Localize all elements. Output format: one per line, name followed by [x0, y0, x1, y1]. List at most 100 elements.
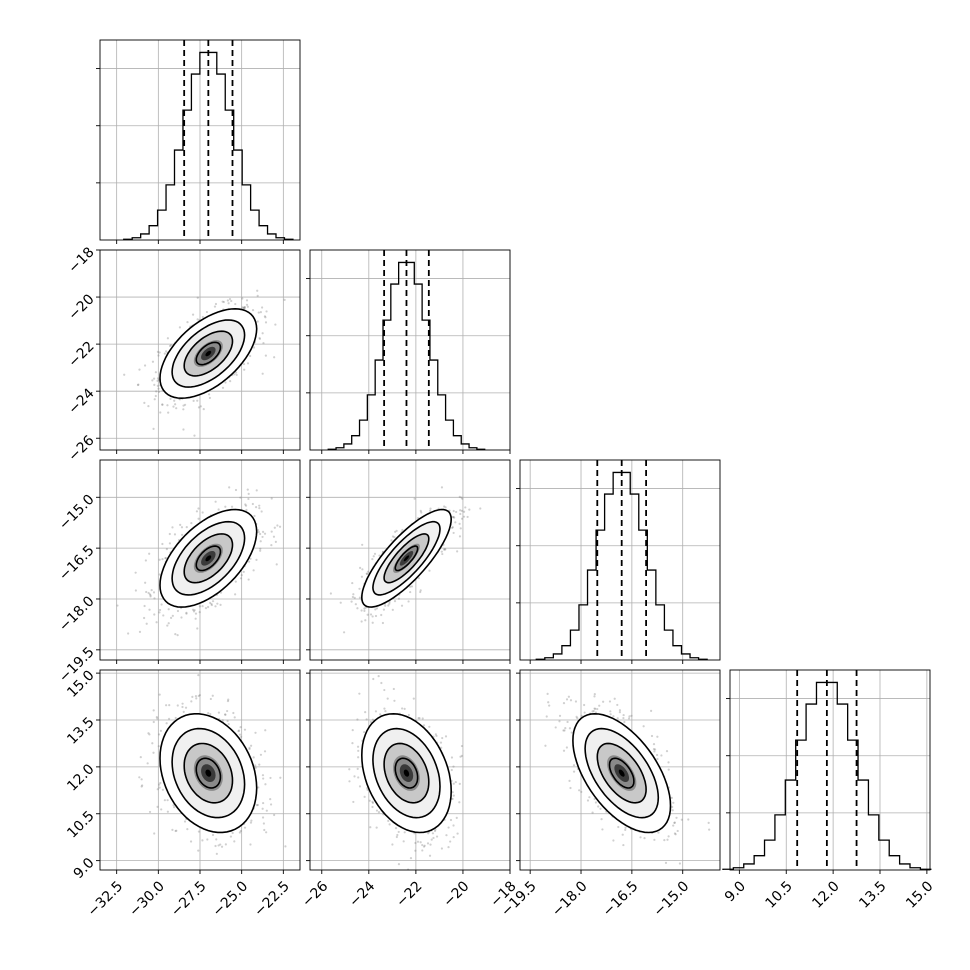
sample-point [372, 677, 375, 681]
sample-point [270, 544, 273, 547]
sample-point [621, 833, 624, 836]
sample-point [421, 843, 424, 847]
sample-point [140, 785, 143, 788]
sample-point [259, 753, 263, 756]
sample-point [284, 845, 287, 848]
sample-point [356, 767, 359, 770]
sample-point [445, 834, 448, 837]
sample-point [403, 831, 406, 834]
sample-point [141, 784, 144, 787]
sample-point [134, 589, 137, 592]
contour-line [159, 508, 258, 608]
sample-point [380, 681, 383, 685]
sample-point [190, 700, 193, 703]
sample-point [373, 552, 377, 555]
sample-point [452, 765, 455, 768]
contour-line [183, 742, 234, 804]
sample-point [462, 510, 466, 513]
sample-point [274, 323, 277, 326]
sample-point [201, 315, 204, 319]
sample-point [397, 597, 401, 600]
sample-point [670, 796, 673, 799]
sample-point [434, 733, 437, 736]
sample-point [246, 305, 249, 308]
contour-line [159, 713, 258, 834]
sample-point [197, 406, 201, 409]
sample-point [409, 585, 412, 588]
sample-point [174, 633, 177, 636]
sample-point [153, 398, 156, 401]
sample-point [257, 311, 260, 314]
sample-point [134, 571, 137, 574]
sample-point [160, 603, 163, 606]
sample-point [253, 514, 256, 518]
sample-point [145, 622, 148, 625]
sample-point [601, 828, 604, 831]
sample-point [198, 693, 201, 697]
sample-point [158, 693, 161, 696]
panel-frame [309, 459, 511, 661]
sample-point [201, 511, 204, 514]
sample-point [554, 726, 557, 729]
sample-point [216, 602, 219, 605]
sample-point [171, 614, 174, 617]
sample-point [452, 531, 455, 535]
sample-point [152, 591, 156, 594]
sample-point [593, 797, 596, 801]
sample-point [419, 509, 422, 512]
sample-point [371, 801, 375, 805]
sample-point [250, 744, 253, 747]
sample-point [169, 616, 173, 619]
sample-point [207, 605, 210, 609]
sample-point [158, 351, 161, 354]
sample-point [565, 746, 568, 749]
sample-point [229, 380, 232, 383]
sample-point [428, 569, 431, 572]
sample-point [138, 368, 141, 371]
sample-point [264, 783, 267, 786]
sample-point [153, 613, 156, 616]
sample-point [259, 311, 262, 314]
sample-point [242, 306, 245, 309]
sample-point [167, 622, 170, 625]
sample-point [260, 510, 263, 513]
sample-point [265, 809, 268, 812]
sample-point [174, 716, 177, 720]
sample-point [221, 386, 225, 389]
sample-point [464, 506, 467, 509]
sample-point [217, 508, 220, 511]
sample-point [261, 332, 264, 335]
sample-point [444, 506, 447, 509]
sample-point [244, 504, 248, 507]
sample-point [414, 841, 417, 845]
sample-point [174, 403, 177, 406]
sample-point [356, 607, 359, 610]
sample-point [419, 841, 422, 844]
sample-point [233, 373, 236, 376]
sample-point [259, 540, 262, 543]
sample-point [237, 729, 241, 732]
x-tick-label: −22 [393, 878, 425, 910]
x-tick-label: −22.5 [251, 878, 293, 920]
sample-point [165, 704, 168, 707]
sample-point [207, 393, 211, 396]
sample-point [311, 830, 313, 832]
sample-point [371, 615, 374, 618]
sample-point [264, 729, 267, 732]
sample-point [173, 533, 177, 536]
sample-point [158, 611, 161, 614]
sample-point [462, 515, 466, 518]
sample-point [616, 717, 619, 720]
sample-point [220, 845, 224, 848]
panel-frame [309, 249, 511, 451]
sample-point [452, 824, 455, 827]
sample-point [423, 844, 426, 847]
sample-point [181, 702, 184, 705]
contour-line [372, 520, 441, 596]
sample-point [207, 711, 210, 715]
sample-point [243, 305, 246, 309]
sample-point [458, 801, 461, 804]
sample-point [199, 405, 202, 408]
sample-point [440, 847, 444, 850]
sample-point [261, 774, 265, 777]
